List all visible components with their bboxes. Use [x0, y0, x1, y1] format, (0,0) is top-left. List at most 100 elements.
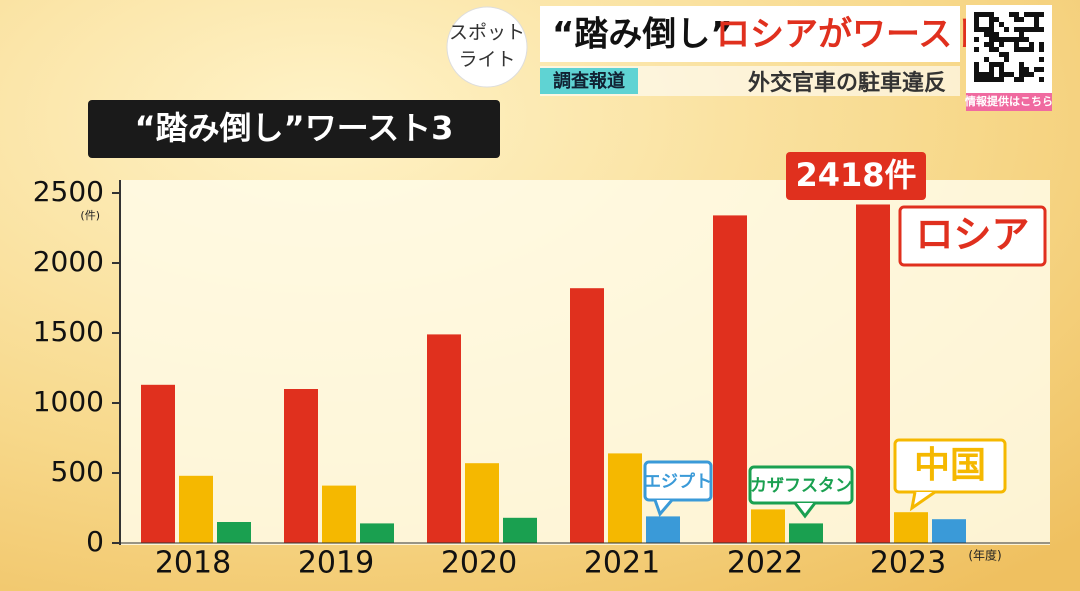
qr-pattern [974, 12, 1044, 82]
qr-cell [1019, 27, 1024, 32]
qr-cell [979, 72, 984, 77]
legend-box [643, 460, 713, 502]
legend-box [898, 205, 1047, 267]
qr-cell [1014, 37, 1019, 42]
qr-cell [999, 52, 1004, 57]
x-tick-label: 2022 [727, 546, 803, 581]
qr-cell [1039, 27, 1044, 32]
qr-cell [1034, 27, 1039, 32]
qr-cell [994, 37, 999, 42]
logo-text: スポット [449, 22, 525, 44]
qr-cell [1009, 72, 1014, 77]
qr-cell [1039, 77, 1044, 82]
x-unit: (年度) [968, 548, 1001, 563]
qr-cell [984, 77, 989, 82]
legend-pointer [909, 490, 936, 512]
qr-cell [1014, 27, 1019, 32]
chart-title-box [88, 100, 500, 158]
qr-cell [994, 77, 999, 82]
y-tick-label: 0 [86, 525, 104, 558]
bar [427, 334, 461, 543]
qr-cell [1024, 47, 1029, 52]
qr-cell [1019, 77, 1024, 82]
y-tick-label: 2500 [33, 175, 104, 208]
qr-cell [1024, 27, 1029, 32]
qr-cell [989, 47, 994, 52]
qr-cell [984, 12, 989, 17]
qr-cell [974, 37, 979, 42]
bar [751, 509, 785, 543]
logo-badge [446, 6, 528, 88]
qr-cell [1034, 12, 1039, 17]
qr-cell [1024, 67, 1029, 72]
tag-box [540, 68, 638, 94]
qr-cell [1034, 67, 1039, 72]
qr-cell [974, 72, 979, 77]
qr-cell [984, 27, 989, 32]
qr-cell [989, 62, 994, 67]
qr-cell [1014, 12, 1019, 17]
qr-cell [989, 42, 994, 47]
y-tick-label: 500 [51, 455, 104, 488]
y-unit: (件) [80, 209, 100, 222]
qr-cell [999, 77, 1004, 82]
value-label-box [786, 152, 926, 200]
qr-cell [1014, 77, 1019, 82]
title-banner [540, 6, 960, 62]
qr-cell [974, 62, 979, 67]
bar [141, 384, 175, 543]
bar [465, 463, 499, 543]
bar [322, 485, 356, 543]
qr-cell [1029, 42, 1034, 47]
qr-cell [974, 67, 979, 72]
qr-cell [999, 37, 1004, 42]
bar [932, 519, 966, 543]
qr-cell [1009, 37, 1014, 42]
qr-cell [1004, 27, 1009, 32]
x-tick-label: 2020 [441, 546, 517, 581]
x-tick-label: 2019 [298, 546, 374, 581]
qr-cell [1034, 22, 1039, 27]
qr-cell [1019, 37, 1024, 42]
qr-cell [1009, 12, 1014, 17]
qr-cell [979, 77, 984, 82]
qr-cell [989, 27, 994, 32]
qr-cell [1039, 12, 1044, 17]
qr-cell [1019, 17, 1024, 22]
legend-box [893, 438, 1007, 494]
headline: ロシアがワースト [716, 15, 986, 55]
bar [217, 522, 251, 543]
qr-cell [1019, 62, 1024, 67]
bar [894, 512, 928, 543]
qr-cell [974, 27, 979, 32]
bar [856, 204, 890, 544]
qr-cell [974, 12, 979, 17]
qr-cell [1014, 42, 1019, 47]
qr-cell [989, 72, 994, 77]
qr-cell [999, 62, 1004, 67]
bar [789, 523, 823, 543]
bar [179, 475, 213, 543]
legend-label: カザフスタン [750, 476, 852, 496]
qr-cell [999, 72, 1004, 77]
qr-cell [1039, 47, 1044, 52]
qr-cell [984, 32, 989, 37]
qr-cell [1024, 72, 1029, 77]
qr-cell [1004, 52, 1009, 57]
qr-cell [994, 47, 999, 52]
y-tick-label: 1000 [33, 385, 104, 418]
qr-cell [1024, 12, 1029, 17]
qr-cell [994, 17, 999, 22]
qr-cell [989, 17, 994, 22]
qr-cell [1004, 37, 1009, 42]
qr-cell [974, 22, 979, 27]
qr-cell [1004, 72, 1009, 77]
subtitle: 外交官車の駐車違反 [748, 70, 946, 96]
qr-cell [1014, 47, 1019, 52]
qr-cell [1004, 57, 1009, 62]
bar [503, 517, 537, 543]
qr-cell [989, 12, 994, 17]
y-tick-label: 1500 [33, 315, 104, 348]
qr-cell [989, 22, 994, 27]
